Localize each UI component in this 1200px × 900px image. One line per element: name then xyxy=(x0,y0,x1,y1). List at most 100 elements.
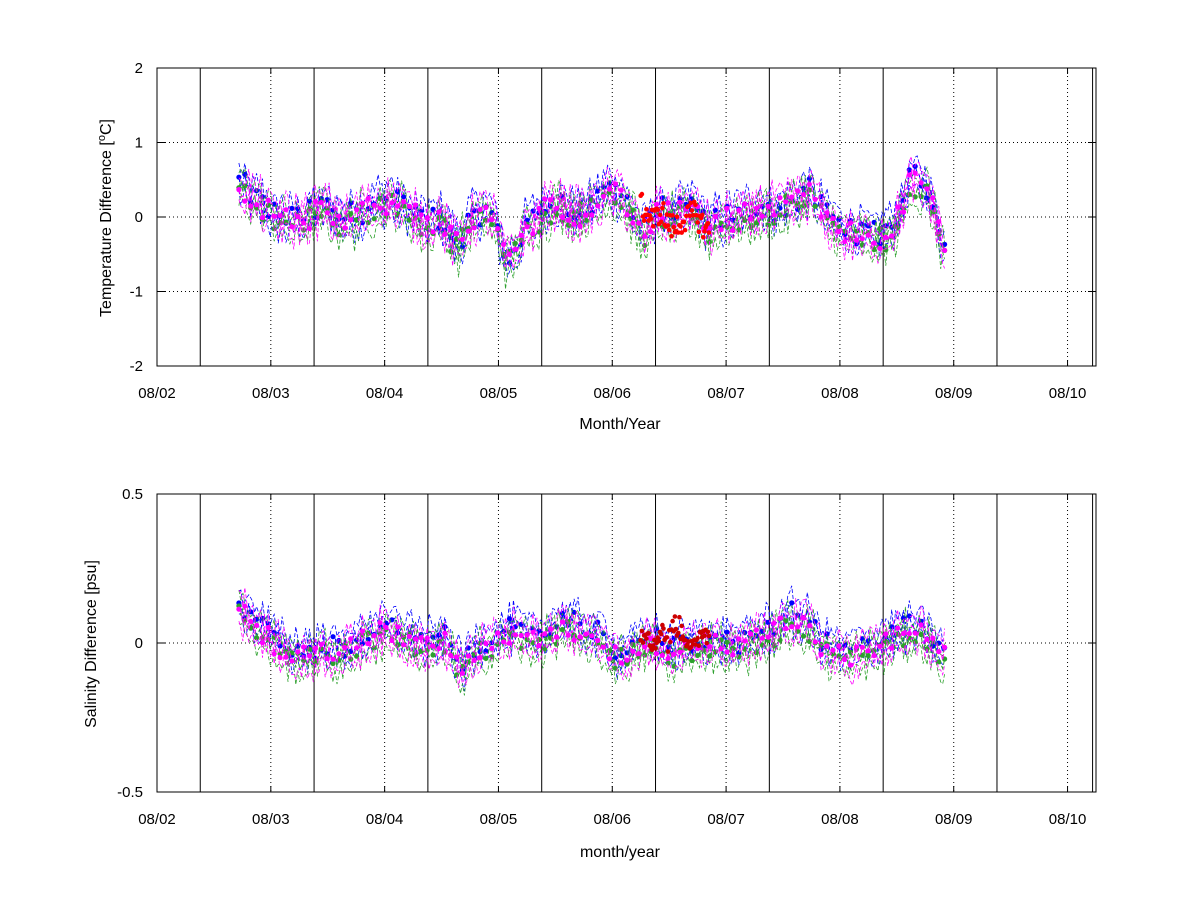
temperature-series-0-point xyxy=(295,206,301,212)
temperature-series-1-point xyxy=(436,214,442,221)
salinity-x-tick-label: 08/09 xyxy=(935,811,973,828)
temperature-series-3-point xyxy=(701,235,706,240)
temperature-series-3-point xyxy=(669,233,674,239)
salinity-series-1-point xyxy=(530,640,536,646)
temperature-series-1-point xyxy=(877,225,883,232)
temperature-series-2-envelope xyxy=(238,154,945,245)
temperature-series-2-point xyxy=(412,202,418,208)
temperature-series-2-point xyxy=(724,205,730,211)
temperature-series-1-point xyxy=(712,224,718,230)
salinity-series-2-point xyxy=(418,635,424,641)
salinity-series-2-point xyxy=(742,638,748,644)
salinity-series-2-point xyxy=(301,644,307,650)
salinity-series-0-point xyxy=(277,643,283,649)
temperature-series-1-point xyxy=(318,213,324,219)
salinity-series-0-point xyxy=(812,619,818,625)
salinity-series-2-point xyxy=(818,652,824,658)
salinity-series-2-point xyxy=(254,622,260,629)
temperature-series-2-point xyxy=(783,199,789,205)
temperature-series-2-point xyxy=(542,196,548,202)
salinity-series-1-point xyxy=(689,657,695,664)
temperature-series-2-envelope xyxy=(238,182,945,270)
temperature-series-2-point xyxy=(448,224,454,230)
temperature-series-2-point xyxy=(371,202,377,208)
salinity-series-2-point xyxy=(895,625,901,631)
temperature-series-0-point xyxy=(524,217,530,223)
salinity-series-2-point xyxy=(636,651,642,657)
temperature-series-2-point xyxy=(236,187,242,193)
salinity-series-0-point xyxy=(759,628,765,635)
temperature-series-2-point xyxy=(318,199,324,206)
temperature-series-3-point xyxy=(641,218,647,223)
salinity-series-2-point xyxy=(248,618,254,625)
salinity-series-2-point xyxy=(595,637,601,644)
salinity-series-1-point xyxy=(771,643,777,649)
salinity-series-2-point xyxy=(912,630,918,636)
temperature-series-2-point xyxy=(706,226,713,232)
temperature-series-1-point xyxy=(489,221,495,228)
salinity-series-2-point xyxy=(242,603,248,609)
temperature-series-2-point xyxy=(406,203,413,209)
temperature-series-2-point xyxy=(753,205,760,211)
temperature-x-axis-label: Month/Year xyxy=(579,416,661,433)
salinity-series-3-point xyxy=(639,628,645,634)
salinity-series-2-point xyxy=(671,651,677,657)
temperature-series-0-point xyxy=(242,171,248,177)
temperature-series-1-envelope xyxy=(238,191,945,290)
temperature-series-2-point xyxy=(424,215,430,221)
salinity-series-2-point xyxy=(512,632,518,638)
salinity-series-2-point xyxy=(677,649,683,655)
salinity-series-2-point xyxy=(842,656,848,663)
salinity-series-3-point xyxy=(668,639,673,645)
temperature-series-2-point xyxy=(401,199,407,205)
temperature-series-2-point xyxy=(330,220,336,226)
temperature-series-2-point xyxy=(548,197,554,203)
temperature-series-2-point xyxy=(565,217,571,223)
salinity-series-2-point xyxy=(365,641,371,647)
salinity-series-1-point xyxy=(630,642,636,648)
temperature-series-2-point xyxy=(906,172,912,178)
temperature-series-2-point xyxy=(789,194,795,200)
temperature-series-2-point xyxy=(889,233,895,239)
temperature-series-2-point xyxy=(765,203,771,209)
salinity-series-2-point xyxy=(565,632,571,638)
salinity-series-0-point xyxy=(465,645,471,651)
salinity-series-2-point xyxy=(865,648,871,654)
salinity-series-2-point xyxy=(800,615,807,621)
salinity-series-0-point xyxy=(789,600,795,606)
temperature-series-2-point xyxy=(283,207,289,213)
salinity-series-1-point xyxy=(836,653,842,659)
temperature-series-2-point xyxy=(795,188,801,194)
salinity-series-2-point xyxy=(442,630,448,636)
salinity-series-2-point xyxy=(630,648,636,654)
salinity-series-2-point xyxy=(559,619,566,625)
temperature-series-3-point xyxy=(676,230,681,235)
temperature-x-tick-label: 08/07 xyxy=(707,385,745,402)
salinity-y-tick-label: -0.5 xyxy=(117,784,143,801)
salinity-series-2-point xyxy=(406,633,413,639)
temperature-series-0-point xyxy=(430,206,436,212)
temperature-series-2-point xyxy=(665,200,671,206)
temperature-y-tick-label: -2 xyxy=(130,358,143,375)
salinity-series-1-point xyxy=(483,655,489,662)
salinity-series-1-point xyxy=(618,646,624,653)
temperature-series-3-point xyxy=(679,230,684,235)
temperature-series-2-point xyxy=(771,212,777,218)
temperature-series-2-point xyxy=(442,231,448,237)
temperature-series-1-point xyxy=(718,220,724,226)
salinity-series-2-point xyxy=(436,645,442,652)
temperature-series-0-point xyxy=(318,195,324,202)
temperature-series-2-point xyxy=(389,200,395,206)
temperature-series-2-point xyxy=(859,236,865,242)
salinity-series-2-point xyxy=(483,640,489,647)
salinity-series-2-point xyxy=(453,654,460,660)
salinity-series-1-point xyxy=(918,631,924,638)
temperature-series-1-point xyxy=(265,202,271,208)
salinity-series-3-point xyxy=(677,614,682,620)
temperature-series-2-point xyxy=(936,219,942,225)
salinity-x-tick-label: 08/05 xyxy=(480,811,518,828)
temperature-series-2-point xyxy=(483,204,489,211)
salinity-series-2-point xyxy=(795,624,801,630)
temperature-series-2-point xyxy=(648,229,654,235)
